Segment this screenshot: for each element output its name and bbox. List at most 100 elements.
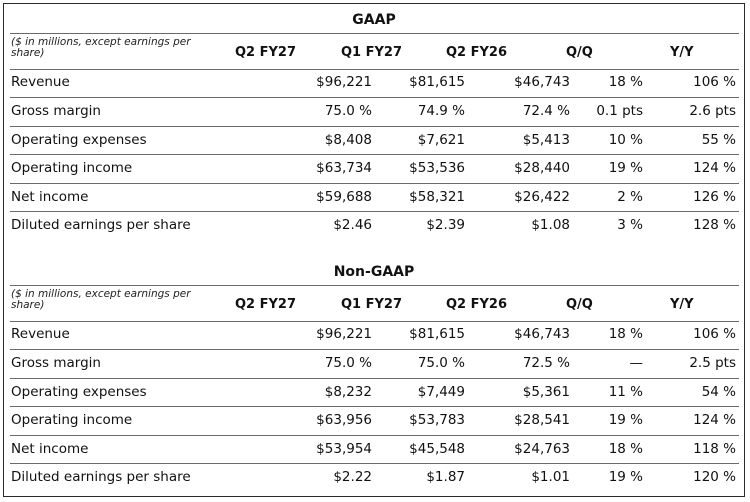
table-row: Revenue $96,221 $81,615 $46,743 18 % 106…: [4, 320, 744, 348]
value-yy: 2.5 pts: [689, 355, 736, 371]
value-q2-fy26: $26,422: [514, 189, 570, 205]
non-gaap-col-q2-fy26: Q2 FY26: [446, 297, 508, 312]
value-qq: 18 %: [608, 74, 643, 90]
value-q1-fy27: $1.87: [426, 469, 465, 485]
gaap-section-title: GAAP: [352, 12, 396, 28]
value-q1-fy27: $2.39: [426, 217, 465, 233]
value-q1-fy27: $81,615: [409, 74, 465, 90]
row-divider: [10, 349, 739, 350]
table-row: Net income $53,954 $45,548 $24,763 18 % …: [4, 435, 744, 463]
value-q2-fy27: $8,408: [324, 132, 372, 148]
value-q2-fy26: $5,361: [522, 384, 570, 400]
value-qq: 19 %: [608, 160, 643, 176]
value-q1-fy27: $7,449: [417, 384, 465, 400]
value-yy: 126 %: [693, 189, 736, 205]
value-yy: 118 %: [693, 441, 736, 457]
value-qq: 19 %: [608, 412, 643, 428]
value-q2-fy27: $59,688: [316, 189, 372, 205]
row-divider: [10, 154, 739, 155]
row-label: Operating expenses: [11, 384, 147, 400]
row-label: Revenue: [11, 326, 70, 342]
row-label: Operating income: [11, 412, 133, 428]
gaap-units-note: ($ in millions, except earnings per shar…: [11, 36, 191, 59]
value-q1-fy27: $53,536: [409, 160, 465, 176]
row-divider: [10, 211, 739, 212]
value-qq: —: [629, 355, 644, 371]
gaap-title-divider: [10, 33, 739, 34]
table-row: Gross margin 75.0 % 75.0 % 72.5 % — 2.5 …: [4, 349, 744, 377]
row-label: Net income: [11, 189, 89, 205]
value-yy: 2.6 pts: [689, 103, 736, 119]
value-q1-fy27: $53,783: [409, 412, 465, 428]
value-q2-fy26: $24,763: [514, 441, 570, 457]
non-gaap-units-note: ($ in millions, except earnings per shar…: [11, 288, 191, 311]
row-divider: [10, 406, 739, 407]
value-q2-fy26: $1.08: [531, 217, 570, 233]
row-divider: [10, 435, 739, 436]
row-label: Gross margin: [11, 103, 101, 119]
row-label: Revenue: [11, 74, 70, 90]
table-row: Operating expenses $8,408 $7,621 $5,413 …: [4, 126, 744, 154]
value-q1-fy27: 74.9 %: [417, 103, 465, 119]
value-qq: 0.1 pts: [596, 103, 643, 119]
value-yy: 106 %: [693, 326, 736, 342]
value-q1-fy27: $45,548: [409, 441, 465, 457]
value-q2-fy27: $53,954: [316, 441, 372, 457]
non-gaap-col-qq: Q/Q: [566, 297, 593, 312]
value-q2-fy26: $1.01: [531, 469, 570, 485]
non-gaap-title-divider: [10, 285, 739, 286]
value-q2-fy27: 75.0 %: [324, 103, 372, 119]
value-q2-fy27: $2.22: [333, 469, 372, 485]
table-row: Diluted earnings per share $2.46 $2.39 $…: [4, 211, 744, 239]
table-row: Revenue $96,221 $81,615 $46,743 18 % 106…: [4, 68, 744, 96]
gaap-col-q2-fy27: Q2 FY27: [235, 45, 297, 60]
row-divider: [10, 97, 739, 98]
value-q2-fy27: $63,956: [316, 412, 372, 428]
row-label: Diluted earnings per share: [11, 217, 191, 233]
value-q2-fy26: $28,440: [514, 160, 570, 176]
gaap-col-yy: Y/Y: [670, 45, 694, 60]
value-q2-fy26: $5,413: [522, 132, 570, 148]
value-q2-fy27: $63,734: [316, 160, 372, 176]
value-qq: 18 %: [608, 326, 643, 342]
value-q2-fy26: 72.4 %: [522, 103, 570, 119]
value-yy: 106 %: [693, 74, 736, 90]
non-gaap-section-title: Non-GAAP: [333, 264, 415, 280]
value-q2-fy27: $8,232: [324, 384, 372, 400]
non-gaap-col-q1-fy27: Q1 FY27: [341, 297, 403, 312]
non-gaap-header-divider: [10, 321, 739, 322]
row-divider: [10, 378, 739, 379]
non-gaap-col-q2-fy27: Q2 FY27: [235, 297, 297, 312]
value-yy: 120 %: [693, 469, 736, 485]
value-yy: 128 %: [693, 217, 736, 233]
value-q1-fy27: $58,321: [409, 189, 465, 205]
value-q1-fy27: 75.0 %: [417, 355, 465, 371]
value-q2-fy27: $2.46: [333, 217, 372, 233]
value-qq: 2 %: [617, 189, 643, 205]
value-q2-fy26: $46,743: [514, 74, 570, 90]
value-yy: 54 %: [701, 384, 736, 400]
row-label: Net income: [11, 441, 89, 457]
value-qq: 18 %: [608, 441, 643, 457]
value-q2-fy27: 75.0 %: [324, 355, 372, 371]
value-qq: 11 %: [608, 384, 643, 400]
table-row: Net income $59,688 $58,321 $26,422 2 % 1…: [4, 183, 744, 211]
row-label: Diluted earnings per share: [11, 469, 191, 485]
gaap-header-divider: [10, 69, 739, 70]
table-row: Diluted earnings per share $2.22 $1.87 $…: [4, 463, 744, 491]
value-q2-fy27: $96,221: [316, 74, 372, 90]
value-q2-fy26: 72.5 %: [522, 355, 570, 371]
value-yy: 55 %: [701, 132, 736, 148]
non-gaap-header-row: ($ in millions, except earnings per shar…: [4, 288, 744, 322]
row-label: Operating expenses: [11, 132, 147, 148]
table-row: Gross margin 75.0 % 74.9 % 72.4 % 0.1 pt…: [4, 97, 744, 125]
value-q1-fy27: $81,615: [409, 326, 465, 342]
row-divider: [10, 126, 739, 127]
table-row: Operating income $63,734 $53,536 $28,440…: [4, 154, 744, 182]
row-label: Gross margin: [11, 355, 101, 371]
row-divider: [10, 463, 739, 464]
non-gaap-col-yy: Y/Y: [670, 297, 694, 312]
value-yy: 124 %: [693, 160, 736, 176]
gaap-col-q2-fy26: Q2 FY26: [446, 45, 508, 60]
value-yy: 124 %: [693, 412, 736, 428]
